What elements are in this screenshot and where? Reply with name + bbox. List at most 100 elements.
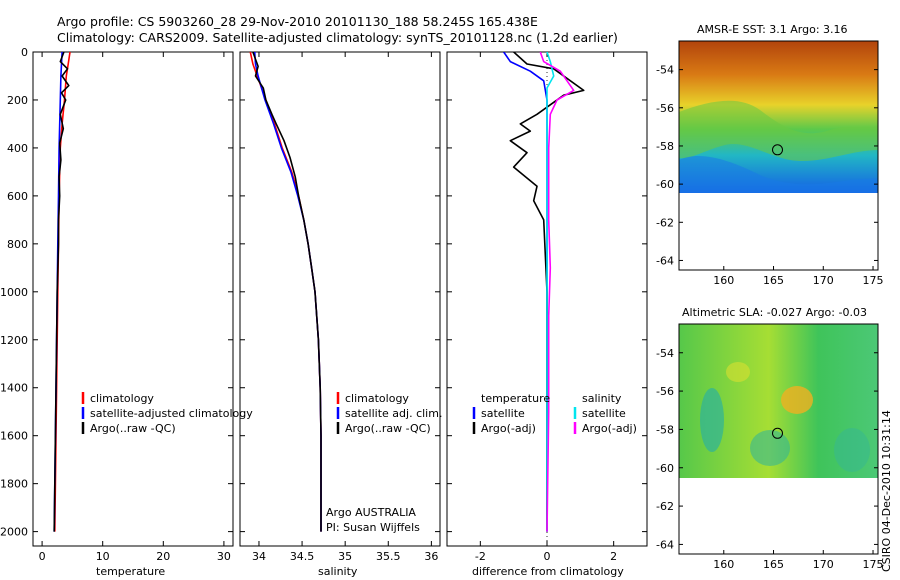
series-line-argo-raw-qc- bbox=[252, 52, 322, 532]
x-tick-label: 30 bbox=[217, 550, 231, 563]
legend-sal-satellite-label: satellite bbox=[582, 407, 626, 420]
y-tick-label: -56 bbox=[656, 385, 674, 398]
x-tick-label: 170 bbox=[813, 558, 834, 571]
legend-temp-argo-label: Argo(-adj) bbox=[481, 422, 536, 435]
series-line-temperature-satellite bbox=[503, 52, 548, 532]
x-tick-label: 34.5 bbox=[290, 550, 315, 563]
series-line-argo-raw-qc- bbox=[53, 52, 70, 532]
sst-cold-patch bbox=[679, 155, 878, 193]
legend-argo-label: Argo(..raw -QC) bbox=[345, 422, 431, 435]
sla-blob bbox=[781, 386, 813, 414]
legend-argo-label: Argo(..raw -QC) bbox=[90, 422, 176, 435]
title-line-1: Argo profile: CS 5903260_28 29-Nov-2010 … bbox=[57, 14, 538, 29]
difference-legend: temperature satellite Argo(-adj) salinit… bbox=[472, 392, 637, 435]
y-tick-label: -62 bbox=[656, 500, 674, 513]
y-tick-label: 1200 bbox=[0, 334, 28, 347]
temperature-legend: climatology satellite-adjusted climatolo… bbox=[81, 392, 253, 435]
sla-map-panel: Altimetric SLA: -0.027 Argo: -0.03 160 16… bbox=[656, 306, 883, 571]
x-tick-label: 35 bbox=[338, 550, 352, 563]
y-tick-label: -58 bbox=[656, 140, 674, 153]
salinity-xlabel: salinity bbox=[318, 565, 358, 578]
series-line-temperature-argo-adj- bbox=[509, 52, 585, 532]
temperature-panel: 0 10 20 30 0 200 400 600 800 1000 1200 1400 1600 1800… bbox=[0, 46, 253, 578]
difference-xlabel: difference from climatology bbox=[472, 565, 624, 578]
title-line-2: Climatology: CARS2009. Satellite-adjuste… bbox=[57, 30, 618, 45]
annotation-argo-australia: Argo AUSTRALIA bbox=[326, 506, 416, 519]
y-tick-label: -56 bbox=[656, 102, 674, 115]
difference-ticks: -2 0 2 bbox=[447, 51, 647, 563]
salinity-axes-frame bbox=[239, 51, 441, 547]
x-tick-label: 160 bbox=[713, 274, 734, 287]
x-tick-label: 36 bbox=[424, 550, 438, 563]
x-tick-label: 20 bbox=[156, 550, 170, 563]
sla-map-ticks: 160 165 170 175 -54 -56 -58 -60 -62 -64 bbox=[656, 347, 883, 571]
y-tick-label: -54 bbox=[656, 64, 674, 77]
y-tick-label: 1600 bbox=[0, 430, 28, 443]
difference-lines bbox=[503, 52, 585, 532]
y-tick-label: -60 bbox=[656, 462, 674, 475]
difference-panel: -2 0 2 difference from climatology tempera… bbox=[446, 51, 648, 578]
y-tick-label: -60 bbox=[656, 178, 674, 191]
series-line-satellite-adj-clim- bbox=[253, 52, 322, 532]
salinity-ticks: 34 34.5 35 35.5 36 bbox=[240, 51, 440, 563]
x-tick-label: 0 bbox=[544, 550, 551, 563]
series-line-salinity-satellite bbox=[546, 52, 555, 532]
sla-map-frame bbox=[678, 323, 879, 555]
y-tick-label: 1400 bbox=[0, 382, 28, 395]
sla-nodata-area bbox=[679, 478, 878, 554]
csiro-timestamp: CSIRO 04-Dec-2010 10:31:14 bbox=[880, 410, 893, 572]
sla-blob bbox=[700, 388, 724, 452]
x-tick-label: 34 bbox=[252, 550, 266, 563]
salinity-legend: climatology satellite adj. clim. Argo(..… bbox=[336, 392, 442, 435]
y-tick-label: 2000 bbox=[0, 526, 28, 539]
legend-sal-argo-label: Argo(-adj) bbox=[582, 422, 637, 435]
temperature-xlabel: temperature bbox=[96, 565, 165, 578]
legend-satellite-label: satellite adj. clim. bbox=[345, 407, 442, 420]
sla-map-title: Altimetric SLA: -0.027 Argo: -0.03 bbox=[682, 306, 867, 319]
legend-temp-satellite-label: satellite bbox=[481, 407, 525, 420]
legend-salinity-title: salinity bbox=[582, 392, 622, 405]
x-tick-label: 35.5 bbox=[376, 550, 401, 563]
x-tick-label: 160 bbox=[713, 558, 734, 571]
sst-map-panel: AMSR-E SST: 3.1 Argo: 3.16 160 165 170 175 -… bbox=[656, 23, 883, 287]
x-tick-label: 165 bbox=[763, 558, 784, 571]
sst-nodata-area bbox=[679, 193, 878, 270]
series-line-climatology bbox=[249, 52, 322, 532]
y-tick-label: -58 bbox=[656, 423, 674, 436]
x-tick-label: 175 bbox=[863, 558, 884, 571]
temperature-lines bbox=[53, 52, 71, 532]
x-tick-label: 170 bbox=[813, 274, 834, 287]
x-tick-label: 2 bbox=[610, 550, 617, 563]
y-tick-label: -62 bbox=[656, 216, 674, 229]
x-tick-label: -2 bbox=[475, 550, 486, 563]
annotation-pi: PI: Susan Wijffels bbox=[326, 521, 420, 534]
legend-climatology-label: climatology bbox=[345, 392, 409, 405]
y-tick-label: 400 bbox=[7, 142, 28, 155]
sla-blob bbox=[834, 428, 870, 472]
sst-map-ticks: 160 165 170 175 -54 -56 -58 -60 -62 -64 bbox=[656, 64, 883, 287]
sst-argo-location-marker bbox=[772, 144, 783, 156]
sst-map-title: AMSR-E SST: 3.1 Argo: 3.16 bbox=[697, 23, 848, 36]
x-tick-label: 165 bbox=[763, 274, 784, 287]
legend-climatology-label: climatology bbox=[90, 392, 154, 405]
y-tick-label: 800 bbox=[7, 238, 28, 251]
sst-front bbox=[679, 100, 878, 162]
y-tick-label: -64 bbox=[656, 538, 674, 551]
y-tick-label: 1800 bbox=[0, 478, 28, 491]
y-tick-label: 1000 bbox=[0, 286, 28, 299]
x-tick-label: 10 bbox=[96, 550, 110, 563]
y-tick-label: 0 bbox=[21, 46, 28, 59]
sla-blob bbox=[750, 430, 790, 466]
y-tick-label: 600 bbox=[7, 190, 28, 203]
sla-blob bbox=[726, 362, 750, 382]
y-tick-label: -54 bbox=[656, 347, 674, 360]
y-tick-label: -64 bbox=[656, 254, 674, 267]
temperature-axes-frame bbox=[32, 51, 234, 547]
sst-map-frame bbox=[678, 40, 879, 271]
x-tick-label: 175 bbox=[863, 274, 884, 287]
salinity-lines bbox=[249, 52, 322, 532]
legend-temperature-title: temperature bbox=[481, 392, 550, 405]
salinity-panel: 34 34.5 35 35.5 36 salinity climatology sate… bbox=[239, 51, 442, 578]
temperature-ticks: 0 10 20 30 0 200 400 600 800 1000 1200 1400 1600 1800… bbox=[0, 46, 233, 563]
